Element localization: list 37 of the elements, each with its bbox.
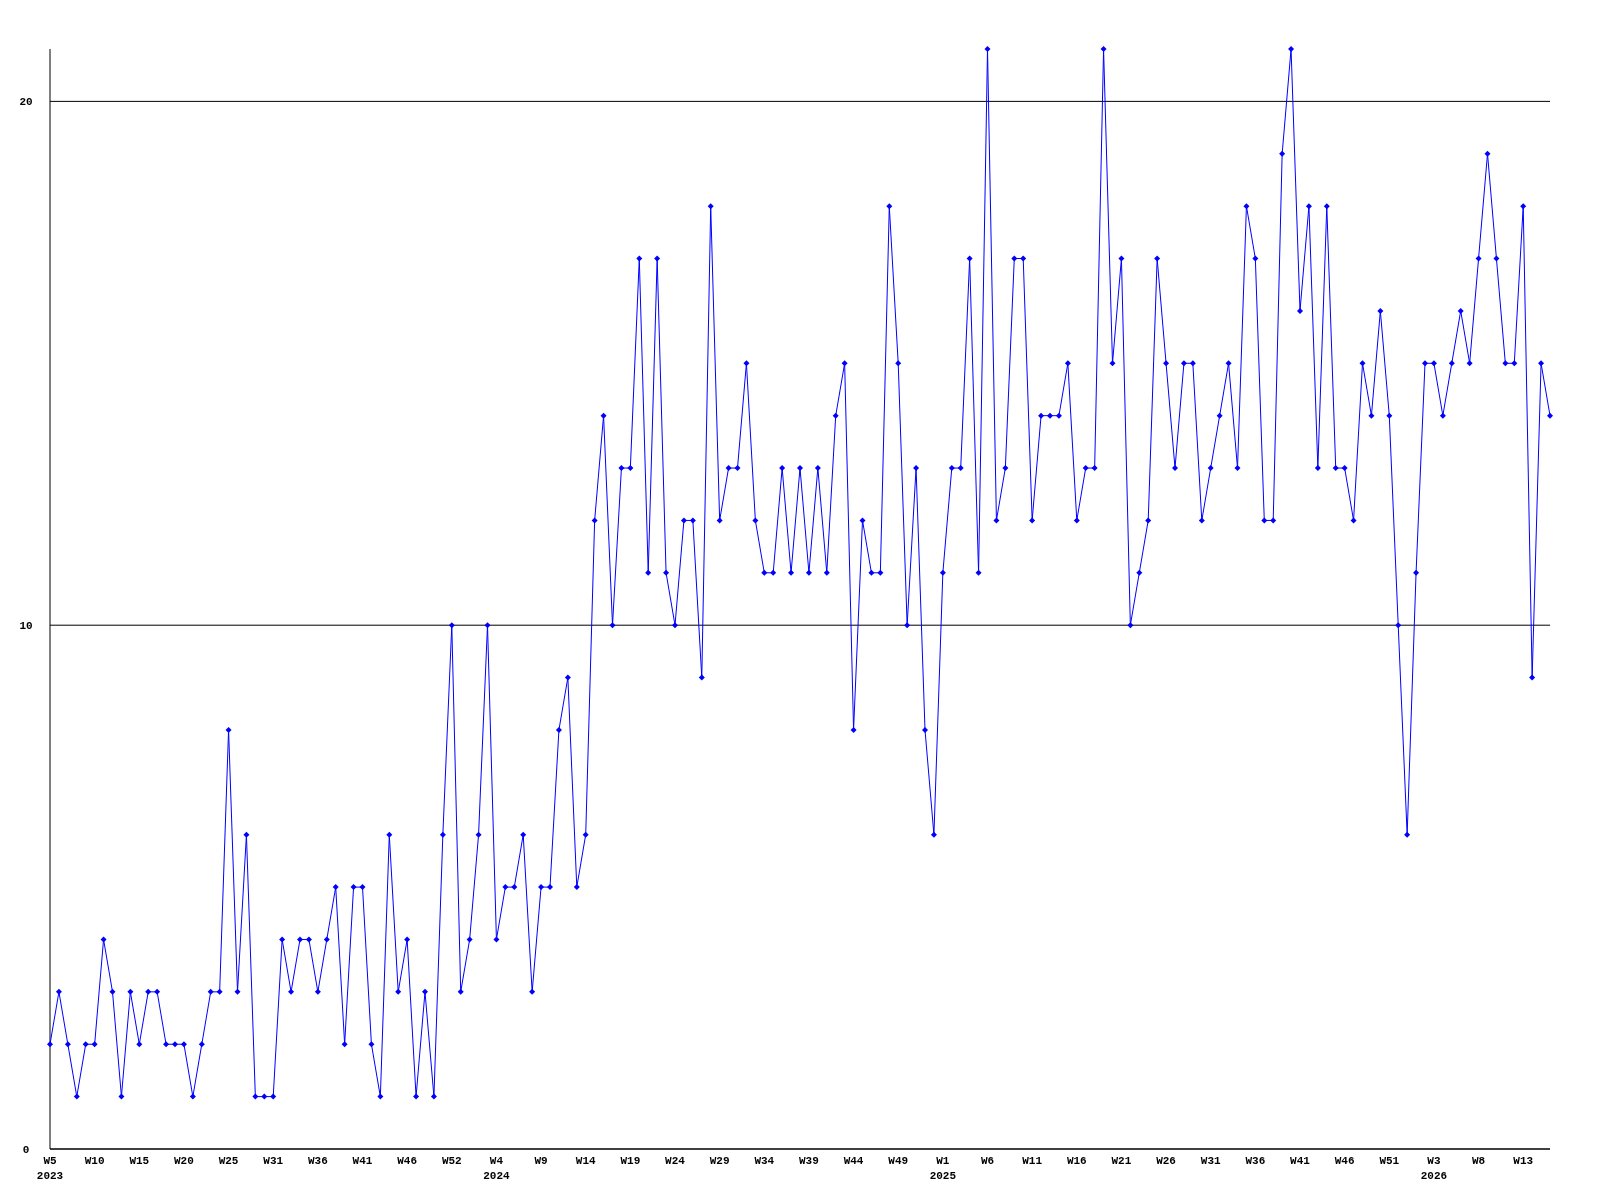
x-tick-label: W14 — [575, 1155, 597, 1167]
x-tick-label: W51 — [1379, 1155, 1400, 1167]
x-tick-label: W36 — [307, 1155, 328, 1167]
x-tick-label: W41 — [352, 1155, 373, 1167]
x-tick-label: W26 — [1156, 1155, 1176, 1167]
y-tick-label: 10 — [19, 620, 33, 633]
x-tick-label: W1 2025 — [929, 1155, 957, 1182]
x-tick-label: W36 — [1245, 1155, 1266, 1167]
x-tick-label: W46 — [1334, 1155, 1355, 1167]
x-tick-label: W46 — [397, 1155, 418, 1167]
x-tick-label: W24 — [665, 1155, 686, 1167]
x-tick-label: W20 — [174, 1155, 194, 1167]
y-tick-label: 20 — [19, 96, 33, 109]
y-tick-label: 0 — [22, 1143, 30, 1156]
x-tick-label: W3 2026 — [1420, 1155, 1448, 1182]
x-tick-label: W4 2024 — [483, 1155, 511, 1182]
x-tick-label: W34 — [754, 1155, 775, 1167]
x-tick-label: W10 — [84, 1155, 105, 1167]
x-tick-label: W8 — [1471, 1155, 1486, 1167]
x-tick-label: W29 — [709, 1155, 730, 1167]
x-tick-label: W31 — [263, 1155, 284, 1167]
x-tick-label: W44 — [843, 1155, 864, 1167]
x-tick-label: W41 — [1290, 1155, 1311, 1167]
x-tick-label: W9 — [534, 1155, 548, 1167]
x-tick-label: W15 — [129, 1155, 150, 1167]
x-tick-label: W39 — [799, 1155, 819, 1167]
x-tick-label: W52 — [441, 1155, 462, 1167]
x-tick-label: W19 — [620, 1155, 641, 1167]
x-tick-label: W6 — [980, 1155, 995, 1167]
x-tick-label: W25 — [218, 1155, 239, 1167]
x-tick-label: W16 — [1066, 1155, 1087, 1167]
x-tick-label: W11 — [1022, 1155, 1043, 1167]
x-tick-label: W13 — [1513, 1155, 1534, 1167]
x-tick-label: W21 — [1111, 1155, 1132, 1167]
x-tick-label: W5 2023 — [36, 1155, 64, 1182]
x-tick-label: W31 — [1200, 1155, 1222, 1167]
x-tick-label: W49 — [888, 1155, 909, 1167]
